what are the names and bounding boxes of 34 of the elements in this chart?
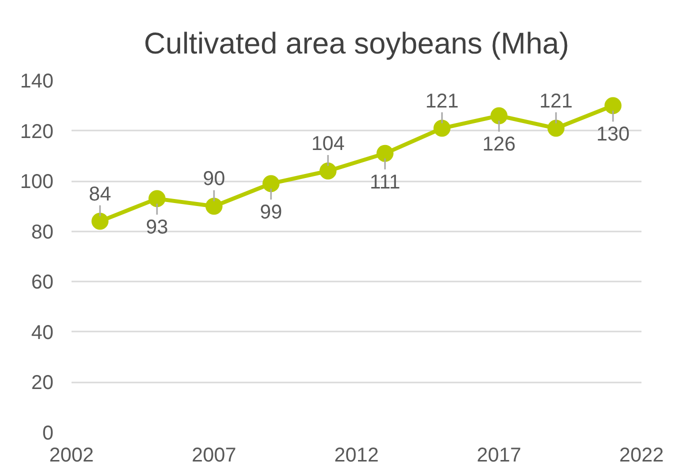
y-tick-label: 80 (31, 221, 54, 244)
y-tick-label: 140 (20, 70, 54, 92)
point (320, 162, 336, 180)
x-tick-label: 2012 (334, 444, 379, 466)
data-label: 130 (596, 124, 630, 146)
point (604, 97, 622, 114)
chart-title: Cultivated area soybeans (Mha) (144, 28, 570, 60)
x-tick-label: 2022 (619, 444, 664, 466)
point (92, 212, 108, 230)
point (148, 190, 166, 208)
x-tick-label: 2007 (192, 444, 236, 466)
x-tick-label: 2017 (476, 444, 522, 466)
y-tick-label: 40 (31, 322, 54, 344)
data-label: 121 (425, 90, 459, 112)
y-tick-label: 0 (42, 422, 54, 444)
y-tick-label: 20 (31, 372, 54, 394)
point (548, 120, 564, 137)
data-label: 111 (370, 171, 400, 194)
y-tick-label: 100 (20, 171, 54, 194)
data-label: 121 (539, 90, 573, 112)
y-tick-label: 60 (31, 272, 54, 294)
point (206, 198, 222, 215)
y-tick-label: 120 (20, 120, 54, 143)
data-label: 90 (202, 168, 226, 190)
point (490, 107, 508, 124)
data-label: 84 (88, 183, 112, 206)
point (434, 120, 450, 137)
data-label: 93 (146, 216, 168, 239)
point (376, 144, 394, 162)
point (262, 175, 280, 192)
data-label: 99 (260, 202, 282, 224)
x-tick-label: 2002 (49, 444, 94, 466)
data-label: 126 (482, 134, 516, 156)
data-label: 104 (311, 133, 345, 156)
